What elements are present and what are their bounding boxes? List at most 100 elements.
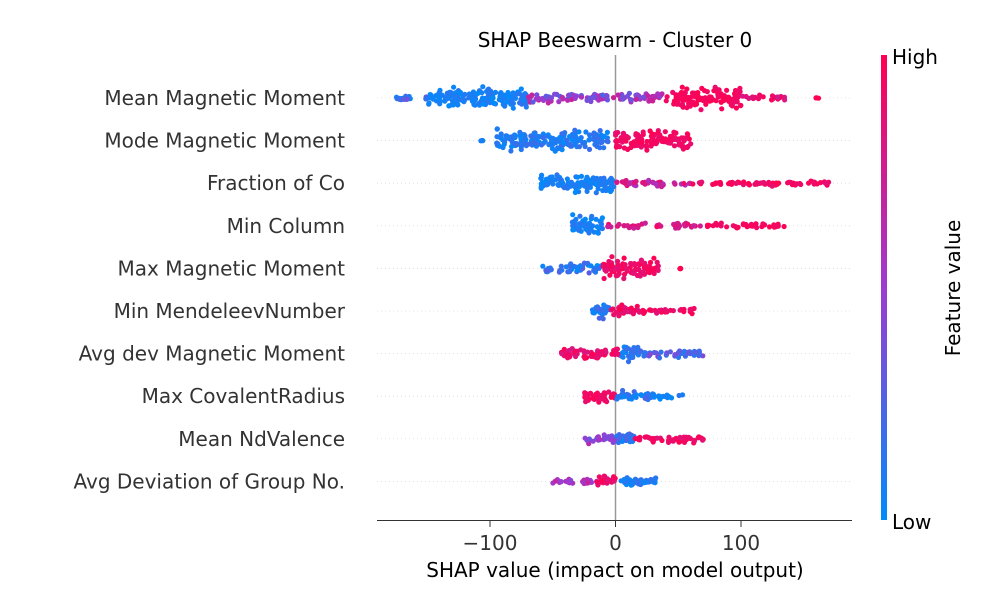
shap-point	[720, 98, 727, 104]
shap-point	[531, 131, 537, 137]
shap-point	[680, 144, 687, 150]
feature-label: Max CovalentRadius	[142, 384, 345, 408]
shap-point	[649, 131, 655, 137]
shap-point	[726, 94, 732, 100]
shap-point	[599, 215, 606, 221]
shap-point	[730, 96, 736, 103]
shap-point	[558, 479, 564, 485]
shap-point	[724, 224, 730, 230]
shap-point	[616, 435, 622, 441]
shap-point	[451, 84, 457, 90]
shap-point	[461, 99, 467, 105]
shap-point	[633, 132, 639, 138]
shap-point	[559, 147, 565, 153]
shap-point	[654, 310, 660, 316]
shap-point	[710, 223, 716, 229]
shap-point	[593, 391, 599, 397]
feature-label: Mode Magnetic Moment	[104, 129, 345, 153]
shap-point	[615, 129, 621, 136]
shap-point	[570, 182, 576, 188]
shap-point	[592, 266, 598, 272]
shap-point	[794, 181, 800, 187]
shap-point	[640, 307, 646, 313]
shap-point	[651, 270, 657, 277]
shap-point	[620, 96, 626, 102]
shap-point	[582, 392, 588, 398]
shap-point	[543, 176, 549, 182]
feature-labels: Mean Magnetic Moment Mode Magnetic Moment…	[73, 86, 345, 493]
shap-point	[651, 255, 657, 261]
shap-point	[555, 146, 561, 152]
feature-label: Avg Deviation of Group No.	[73, 469, 345, 493]
shap-point	[685, 221, 691, 227]
shap-point	[610, 306, 616, 312]
shap-point	[644, 138, 650, 145]
shap-point	[603, 268, 609, 274]
shap-point	[545, 100, 551, 106]
shap-point	[593, 141, 600, 147]
shap-point	[423, 96, 429, 102]
shap-point	[610, 391, 617, 397]
shap-point	[587, 390, 594, 396]
shap-point	[575, 174, 581, 180]
shap-point	[497, 91, 503, 97]
shap-point	[540, 131, 546, 137]
shap-point	[662, 129, 668, 135]
shap-point	[567, 268, 573, 274]
shap-point	[672, 181, 678, 187]
shap-point	[769, 93, 776, 99]
shap-point	[502, 103, 508, 109]
shap-point	[672, 136, 678, 142]
shap-point	[518, 86, 524, 92]
shap-point	[586, 146, 593, 152]
x-tick-label: 100	[722, 531, 760, 555]
shap-point	[583, 399, 589, 405]
shap-point	[583, 226, 589, 232]
shap-point	[707, 94, 713, 100]
shap-point	[531, 140, 537, 146]
shap-point	[590, 351, 596, 358]
shap-point	[633, 96, 640, 102]
shap-point	[631, 225, 637, 231]
shap-point	[654, 224, 660, 230]
shap-point	[572, 219, 578, 225]
colorbar-low-label: Low	[892, 510, 931, 534]
shap-point	[590, 223, 596, 229]
shap-point	[641, 353, 647, 359]
shap-point	[577, 213, 583, 219]
shap-point	[664, 94, 670, 100]
shap-point	[616, 221, 622, 227]
shap-point	[726, 98, 732, 104]
feature-row-dots	[569, 212, 787, 236]
shap-point	[629, 309, 635, 315]
feature-row-dots	[582, 431, 706, 447]
shap-point	[670, 438, 676, 444]
shap-point	[590, 438, 596, 444]
shap-point	[667, 307, 674, 313]
shap-point	[576, 144, 583, 150]
shap-point	[548, 267, 554, 273]
shap-point	[577, 264, 583, 270]
shap-point	[578, 94, 585, 100]
shap-point	[637, 139, 643, 145]
feature-row-dots	[558, 344, 706, 365]
shap-point	[638, 257, 645, 263]
feature-label: Min MendeleevNumber	[114, 299, 346, 323]
shap-point	[519, 101, 525, 107]
shap-point	[589, 395, 596, 401]
shap-point	[693, 101, 699, 107]
shap-point	[601, 275, 607, 282]
shap-point	[615, 258, 621, 264]
shap-point	[550, 135, 556, 141]
shap-point	[753, 221, 759, 227]
shap-point	[587, 132, 593, 138]
shap-point	[563, 264, 569, 270]
shap-point	[744, 224, 750, 230]
shap-point	[724, 87, 730, 93]
shap-point	[632, 479, 638, 485]
shap-point	[564, 185, 571, 191]
shap-point	[581, 260, 588, 266]
shap-point	[655, 267, 661, 273]
shap-point	[505, 134, 511, 141]
shap-point	[652, 476, 658, 482]
